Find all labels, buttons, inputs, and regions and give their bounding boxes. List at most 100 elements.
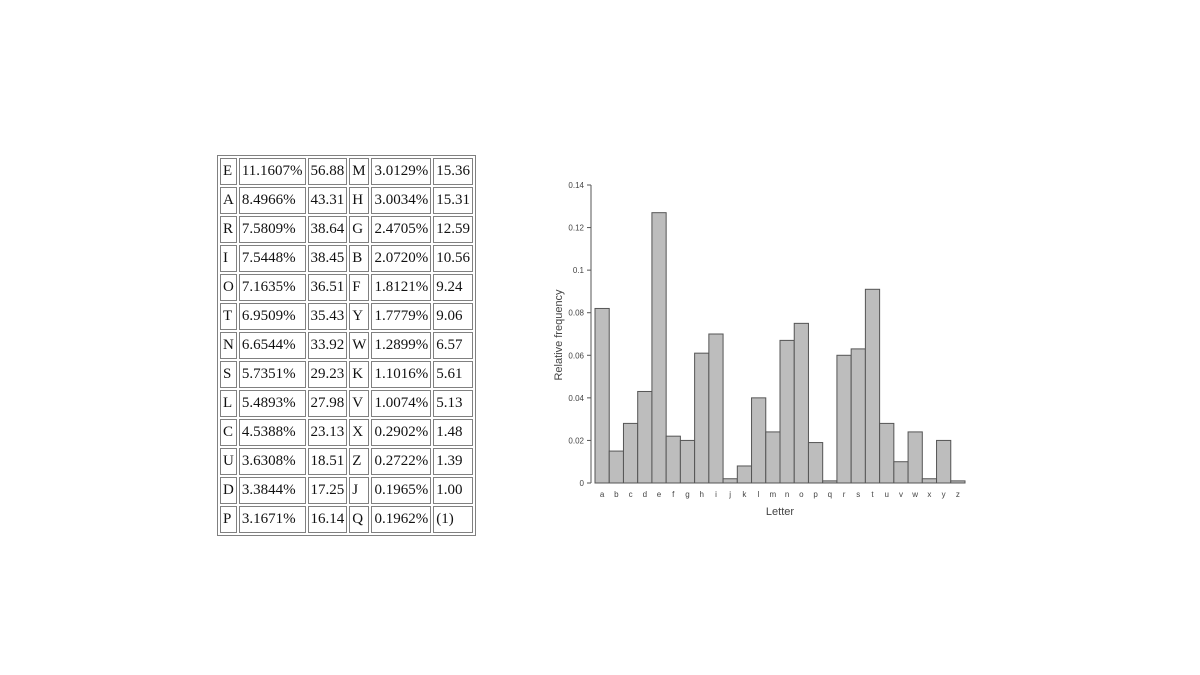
y-tick-label: 0.02 [568, 436, 584, 445]
percent-cell: 0.1965% [371, 477, 432, 504]
percent-cell: 5.7351% [238, 361, 306, 388]
bar-a [594, 307, 610, 484]
x-tick-label: a [600, 490, 605, 499]
x-tick-label: z [956, 490, 960, 499]
table-row: N 6.6544% 33.92 W 1.2899% 6.57 [220, 332, 473, 359]
bar-r [836, 354, 852, 484]
ratio-cell: 38.45 [307, 245, 348, 272]
bar-z [950, 480, 966, 484]
x-tick-label: i [715, 490, 717, 499]
letter-cell: Q [349, 506, 370, 533]
bar-l [751, 397, 767, 484]
letter-cell: M [349, 158, 370, 185]
table-row: S 5.7351% 29.23 K 1.1016% 5.61 [220, 361, 473, 388]
ratio-cell: 15.36 [433, 158, 473, 185]
ratio-cell: 15.31 [433, 187, 473, 214]
table-row: R 7.5809% 38.64 G 2.4705% 12.59 [220, 216, 473, 243]
percent-cell: 1.1016% [371, 361, 432, 388]
y-tick-label: 0.08 [568, 309, 584, 318]
percent-cell: 3.0034% [371, 187, 432, 214]
ratio-cell: 1.48 [433, 419, 473, 446]
letter-cell: G [349, 216, 370, 243]
bar-y [936, 439, 952, 484]
x-tick-label: x [927, 490, 931, 499]
percent-cell: 1.0074% [371, 390, 432, 417]
x-tick-label: c [629, 490, 633, 499]
ratio-cell: 36.51 [307, 274, 348, 301]
ratio-cell: 10.56 [433, 245, 473, 272]
bar-s [850, 348, 866, 484]
x-tick-label: o [799, 490, 804, 499]
x-tick-label: t [871, 490, 874, 499]
letter-cell: P [220, 506, 237, 533]
letter-frequency-table: E 11.1607% 56.88 M 3.0129% 15.36 A 8.4966% 43.31… [217, 155, 476, 536]
x-tick-label: b [614, 490, 619, 499]
table-row: U 3.6308% 18.51 Z 0.2722% 1.39 [220, 448, 473, 475]
y-tick-label: 0.06 [568, 351, 584, 360]
bar-e [651, 212, 667, 484]
x-tick-label: k [742, 490, 747, 499]
percent-cell: 3.6308% [238, 448, 306, 475]
ratio-cell: 1.39 [433, 448, 473, 475]
bar-k [736, 465, 753, 484]
x-tick-label: d [643, 490, 647, 499]
letter-cell: U [220, 448, 237, 475]
percent-cell: 3.1671% [238, 506, 306, 533]
ratio-cell: 27.98 [307, 390, 348, 417]
letter-cell: B [349, 245, 370, 272]
bar-b [608, 450, 624, 484]
y-axis: 0 0.02 0.04 0.06 0.08 0.1 0.12 0.14 [568, 181, 592, 488]
x-axis-label: Letter [766, 506, 794, 518]
table-row: L 5.4893% 27.98 V 1.0074% 5.13 [220, 390, 473, 417]
bar-w [907, 431, 923, 484]
ratio-cell: 6.57 [433, 332, 473, 359]
letter-cell: E [220, 158, 237, 185]
table-row: E 11.1607% 56.88 M 3.0129% 15.36 [220, 158, 473, 185]
letter-cell: X [349, 419, 370, 446]
percent-cell: 3.3844% [238, 477, 306, 504]
ratio-cell: 35.43 [307, 303, 348, 330]
percent-cell: 4.5388% [238, 419, 306, 446]
bar-t [864, 288, 881, 484]
bar-f [665, 435, 681, 484]
percent-cell: 8.4966% [238, 187, 306, 214]
table-row: D 3.3844% 17.25 J 0.1965% 1.00 [220, 477, 473, 504]
percent-cell: 1.2899% [371, 332, 432, 359]
y-tick-label: 0.1 [573, 266, 585, 275]
letter-cell: S [220, 361, 237, 388]
ratio-cell: 1.00 [433, 477, 473, 504]
percent-cell: 7.5809% [238, 216, 306, 243]
letter-cell: D [220, 477, 237, 504]
letter-cell: V [349, 390, 370, 417]
ratio-cell: 29.23 [307, 361, 348, 388]
letter-cell: F [349, 274, 370, 301]
bar-o [793, 322, 809, 484]
letter-cell: R [220, 216, 237, 243]
bar-h [694, 352, 710, 484]
letter-cell: T [220, 303, 237, 330]
percent-cell: 11.1607% [238, 158, 306, 185]
percent-cell: 7.5448% [238, 245, 306, 272]
bar-q [822, 480, 838, 484]
ratio-cell: 12.59 [433, 216, 473, 243]
percent-cell: 6.9509% [238, 303, 306, 330]
letter-cell: Y [349, 303, 370, 330]
ratio-cell: 33.92 [307, 332, 348, 359]
x-tick-label: l [758, 490, 760, 499]
x-tick-label: j [728, 490, 731, 499]
table-row: P 3.1671% 16.14 Q 0.1962% (1) [220, 506, 473, 533]
bar-j [722, 478, 738, 484]
x-tick-label: s [856, 490, 860, 499]
x-tick-label: v [899, 490, 903, 499]
x-tick-label: r [843, 490, 846, 499]
letter-cell: W [349, 332, 370, 359]
x-tick-label: f [672, 490, 675, 499]
table-row: I 7.5448% 38.45 B 2.0720% 10.56 [220, 245, 473, 272]
x-tick-label: p [813, 490, 818, 499]
percent-cell: 2.4705% [371, 216, 432, 243]
y-tick-label: 0 [580, 479, 585, 488]
ratio-cell: 16.14 [307, 506, 348, 533]
percent-cell: 1.7779% [371, 303, 432, 330]
